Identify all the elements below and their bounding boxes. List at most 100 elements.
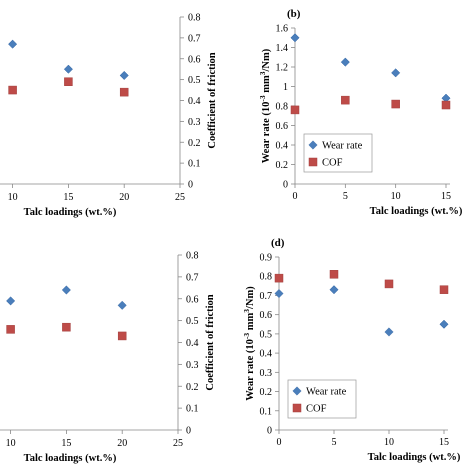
y-tick-label: 0.5 xyxy=(186,316,199,327)
y-tick-label: 0.7 xyxy=(260,291,273,302)
x-tick-label: 5 xyxy=(332,437,337,448)
data-point-wear-rate xyxy=(6,296,16,306)
data-point-wear-rate xyxy=(117,300,127,310)
y-axis-label: Wear rate (10-3 mm3/Nm) xyxy=(258,48,272,163)
y-tick-label: 0 xyxy=(283,180,288,191)
data-point-wear-rate xyxy=(119,70,129,81)
right-y-axis-label: Coefficient of friction xyxy=(205,294,216,390)
data-point-wear-rate xyxy=(290,33,300,43)
x-tick-label: 0 xyxy=(277,437,282,448)
y-axis-label-superscript: -3 xyxy=(242,333,251,339)
data-point-cof xyxy=(8,85,17,95)
x-tick-label: 15 xyxy=(61,438,71,449)
y-tick-label: 0.2 xyxy=(188,138,201,149)
y-tick-label: 0.3 xyxy=(188,117,201,128)
y-tick-label: 0.1 xyxy=(260,406,273,417)
y-axis-label: Wear rate (10-3 mm3/Nm) xyxy=(242,286,256,401)
data-point-wear-rate xyxy=(340,57,350,67)
data-point-wear-rate xyxy=(274,288,284,299)
data-point-cof xyxy=(119,87,129,97)
data-point-wear-rate xyxy=(384,327,394,337)
y-axis-label-part: mm xyxy=(261,75,272,95)
y-tick-label: 1 xyxy=(283,82,288,93)
y-tick-label: 0.3 xyxy=(260,368,273,379)
panel-label: (b) xyxy=(287,8,301,20)
legend-entry-cof: COF xyxy=(322,158,343,169)
legend: Wear rate COF xyxy=(287,379,357,419)
y-tick-label: 0 xyxy=(188,180,193,191)
y-tick-label: 0.1 xyxy=(186,404,199,415)
panel-label: (d) xyxy=(271,237,285,249)
data-point-wear-rate xyxy=(391,68,401,78)
data-point-cof xyxy=(274,273,284,283)
x-tick-label: 10 xyxy=(384,437,394,448)
y-tick-label: 0.4 xyxy=(186,338,199,349)
y-axis-label-part: Wear rate (10 xyxy=(245,339,256,401)
y-tick-label: 0.2 xyxy=(276,160,289,171)
legend-entry-wear-rate: Wear rate xyxy=(306,387,347,398)
x-tick-label: 15 xyxy=(439,437,449,448)
y-tick-label: 0.5 xyxy=(260,329,273,340)
y-tick-label: 0.5 xyxy=(188,75,201,86)
y-tick-label: 0.2 xyxy=(186,382,199,393)
data-point-wear-rate xyxy=(63,64,73,74)
legend: Wear rate COF xyxy=(303,133,373,173)
y-tick-label: 0.1 xyxy=(188,159,201,170)
y-tick-label: 0.2 xyxy=(260,387,273,398)
y-axis-label-part: Wear rate (10 xyxy=(261,102,272,164)
data-point-cof xyxy=(117,331,127,341)
y-tick-label: 0 xyxy=(186,426,191,437)
data-point-cof xyxy=(64,77,73,86)
x-axis-label: Talc loadings (wt.%) xyxy=(24,453,117,464)
y-tick-label: 0.6 xyxy=(260,310,273,321)
y-tick-label: 0.9 xyxy=(260,253,273,264)
y-tick-label: 0.7 xyxy=(188,33,201,44)
y-axis-label-superscript: -3 xyxy=(258,95,267,101)
panel-d: 0 0.1 0.2 0.3 0.4 0.5 0.6 0.7 0.8 0.9 0 5 10 15 (d) Tal… xyxy=(242,237,461,463)
data-point-cof xyxy=(439,285,449,294)
x-tick-label: 25 xyxy=(175,192,185,203)
x-tick-label: 20 xyxy=(119,192,129,203)
y-tick-label: 1.6 xyxy=(276,24,289,35)
legend-marker-cof xyxy=(292,403,302,413)
y-tick-label: 0.8 xyxy=(260,272,273,283)
y-tick-label: 0.6 xyxy=(186,294,199,305)
data-point-cof xyxy=(441,100,451,110)
x-tick-label: 5 xyxy=(343,191,348,202)
y-axis-label-part: mm xyxy=(245,313,256,333)
y-axis-label-superscript: 3 xyxy=(258,71,267,75)
y-tick-label: 0.6 xyxy=(276,121,289,132)
panel-c: 0 0.1 0.2 0.3 0.4 0.5 0.6 0.7 0.8 10 15 20 25 Coeffic… xyxy=(0,251,216,464)
y-tick-label: 1.4 xyxy=(276,43,289,54)
data-point-cof xyxy=(384,279,394,289)
legend-marker-wear-rate xyxy=(308,140,318,150)
y-tick-label: 0.8 xyxy=(188,13,201,24)
data-point-wear-rate xyxy=(8,39,18,49)
x-tick-label: 0 xyxy=(293,191,298,202)
x-tick-label: 15 xyxy=(63,192,73,203)
legend-marker-wear-rate xyxy=(292,386,302,396)
y-axis-label-part: /Nm) xyxy=(245,286,256,310)
data-point-cof xyxy=(341,95,350,105)
y-tick-label: 0 xyxy=(267,426,272,437)
y-tick-label: 0.7 xyxy=(186,272,199,283)
legend-marker-cof xyxy=(308,157,318,167)
y-axis-label-superscript: 3 xyxy=(242,309,251,313)
data-point-cof xyxy=(6,325,15,334)
y-tick-label: 0.4 xyxy=(188,96,201,107)
x-axis-label: Talc loadings (wt.%) xyxy=(368,452,461,463)
data-point-cof xyxy=(329,270,339,279)
data-point-cof xyxy=(290,105,300,115)
y-axis-label-part: /Nm) xyxy=(261,48,272,72)
legend-entry-wear-rate: Wear rate xyxy=(322,141,363,152)
data-point-wear-rate xyxy=(439,319,449,329)
x-tick-label: 10 xyxy=(391,191,401,202)
y-tick-label: 0.4 xyxy=(276,141,289,152)
x-tick-label: 10 xyxy=(8,192,18,203)
y-tick-label: 0.8 xyxy=(276,102,289,113)
data-point-cof xyxy=(391,99,400,109)
y-tick-label: 1.2 xyxy=(276,63,289,74)
right-y-axis-label: Coefficient of friction xyxy=(207,52,218,148)
data-point-cof xyxy=(62,322,71,332)
